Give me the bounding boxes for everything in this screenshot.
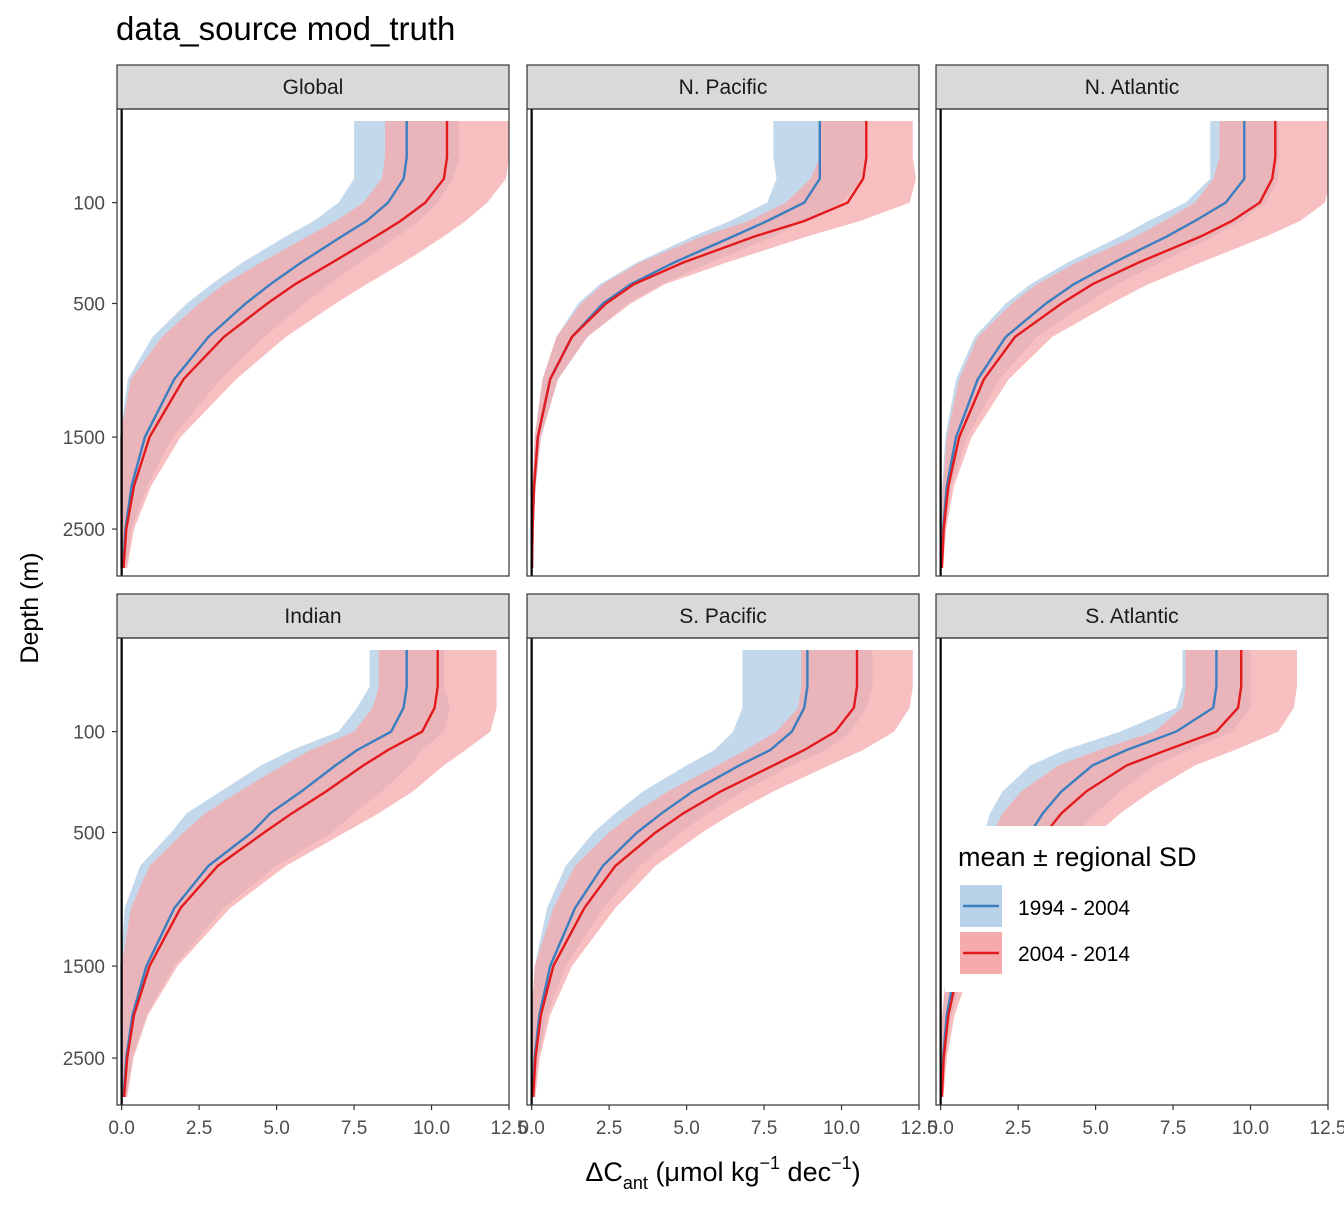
strip-label-n-pacific: N. Pacific <box>679 76 768 99</box>
y-tick-label-100-indian: 100 <box>73 723 105 744</box>
y-tick-label-2500-indian: 2500 <box>63 1049 105 1070</box>
x-tick-label-7-5-indian: 7.5 <box>341 1118 367 1139</box>
x-tick-label-12-5-s-pacific: 12.5 <box>901 1118 938 1139</box>
x-axis-label-mid2: dec <box>780 1157 831 1187</box>
line-2004-2014-n-pacific <box>530 121 868 569</box>
x-tick-label-12-5-indian: 12.5 <box>491 1118 528 1139</box>
legend-item-2004-2014: 2004 - 2014 <box>960 932 1130 974</box>
line-2004-2014-s-atlantic <box>940 650 1243 1098</box>
ribbon-2004-2014-indian <box>120 650 497 1097</box>
ribbon-2004-2014-s-pacific <box>531 650 913 1097</box>
panel-n-atlantic: N. Atlantic <box>935 64 1329 577</box>
line-1994-2004-s-atlantic <box>940 650 1218 1098</box>
strip-label-indian: Indian <box>284 605 341 628</box>
strip-s-pacific <box>526 593 920 639</box>
panel-border-n-atlantic <box>935 108 1329 577</box>
legend: mean ± regional SD 1994 - 2004 2004 - 20… <box>945 826 1245 992</box>
x-tick-label-7-5-s-pacific: 7.5 <box>751 1118 777 1139</box>
line-1994-2004-s-pacific <box>531 650 809 1098</box>
x-axis-label-end: ) <box>852 1157 861 1187</box>
x-tick-label-7-5-s-atlantic: 7.5 <box>1160 1118 1186 1139</box>
ribbon-2004-2014-n-atlantic <box>940 121 1328 568</box>
x-tick-label-10-0-s-atlantic: 10.0 <box>1232 1118 1269 1139</box>
x-axis-label-sup1: −1 <box>760 1153 781 1173</box>
x-tick-label-0-0-s-atlantic: 0.0 <box>927 1118 953 1139</box>
line-2004-2014-n-atlantic <box>940 121 1277 569</box>
x-tick-label-2-5-s-pacific: 2.5 <box>596 1118 622 1139</box>
line-1994-2004-global <box>122 121 408 569</box>
y-tick-label-2500-global: 2500 <box>63 520 105 541</box>
plot-area-global <box>120 121 509 569</box>
strip-label-n-atlantic: N. Atlantic <box>1085 76 1180 99</box>
panel-indian: Indian 100 500 1500 2500 0.0 2.5 5.0 7.5 10.0 12.5 <box>63 593 528 1139</box>
y-axis-label: Depth (m) <box>16 552 44 663</box>
x-axis-label-middle: (μmol kg <box>648 1157 760 1187</box>
strip-label-global: Global <box>283 76 344 99</box>
panels: Global 100 500 1500 2500 N. Pacific N. Atlanti… <box>63 64 1344 1139</box>
legend-title: mean ± regional SD <box>958 842 1196 872</box>
x-axis-label-main: ΔC <box>585 1157 623 1187</box>
panel-border-n-pacific <box>526 108 920 577</box>
line-1994-2004-n-atlantic <box>940 121 1246 569</box>
strip-n-atlantic <box>935 64 1329 110</box>
x-tick-label-10-0-s-pacific: 10.0 <box>823 1118 860 1139</box>
x-tick-label-2-5-indian: 2.5 <box>186 1118 212 1139</box>
panel-border-indian <box>116 637 510 1106</box>
y-tick-label-1500-indian: 1500 <box>63 957 105 978</box>
ribbon-2004-2014-global <box>120 121 509 568</box>
strip-global <box>116 64 510 110</box>
plot-area-n-atlantic <box>940 121 1328 569</box>
line-2004-2014-indian <box>122 650 439 1098</box>
panel-border-global <box>116 108 510 577</box>
x-axis-label-subscript: ant <box>623 1173 648 1193</box>
x-tick-label-5-0-indian: 5.0 <box>263 1118 289 1139</box>
line-1994-2004-indian <box>122 650 408 1098</box>
x-tick-label-0-0-s-pacific: 0.0 <box>518 1118 544 1139</box>
strip-label-s-atlantic: S. Atlantic <box>1085 605 1178 628</box>
y-tick-label-100-global: 100 <box>73 194 105 215</box>
y-tick-label-500-indian: 500 <box>73 823 105 844</box>
x-tick-label-5-0-s-pacific: 5.0 <box>673 1118 699 1139</box>
ribbon-2004-2014-n-pacific <box>531 121 916 568</box>
plot-area-s-pacific <box>531 650 913 1098</box>
legend-label-1994-2004: 1994 - 2004 <box>1018 897 1130 920</box>
plot-area-indian <box>120 650 497 1098</box>
strip-label-s-pacific: S. Pacific <box>679 605 767 628</box>
panel-border-s-atlantic <box>935 637 1329 1106</box>
x-tick-label-10-0-indian: 10.0 <box>413 1118 450 1139</box>
panel-n-pacific: N. Pacific <box>526 64 920 577</box>
plot-area-n-pacific <box>530 121 916 569</box>
legend-label-2004-2014: 2004 - 2014 <box>1018 943 1130 966</box>
x-tick-label-12-5-s-atlantic: 12.5 <box>1310 1118 1344 1139</box>
strip-s-atlantic <box>935 593 1329 639</box>
panel-s-pacific: S. Pacific 0.0 2.5 5.0 7.5 10.0 12.5 <box>518 593 938 1139</box>
legend-item-1994-2004: 1994 - 2004 <box>960 885 1130 927</box>
x-axis-label: ΔCant (μmol kg−1 dec−1) <box>585 1153 860 1193</box>
chart-title: data_source mod_truth <box>116 10 455 47</box>
line-2004-2014-s-pacific <box>532 650 859 1098</box>
x-axis-label-sup2: −1 <box>831 1153 852 1173</box>
panel-border-s-pacific <box>526 637 920 1106</box>
strip-indian <box>116 593 510 639</box>
line-2004-2014-global <box>122 121 449 569</box>
y-tick-label-500-global: 500 <box>73 294 105 315</box>
panel-global: Global 100 500 1500 2500 <box>63 64 510 577</box>
x-tick-label-0-0-indian: 0.0 <box>108 1118 134 1139</box>
x-tick-label-5-0-s-atlantic: 5.0 <box>1082 1118 1108 1139</box>
x-tick-label-2-5-s-atlantic: 2.5 <box>1005 1118 1031 1139</box>
y-tick-label-1500-global: 1500 <box>63 428 105 449</box>
